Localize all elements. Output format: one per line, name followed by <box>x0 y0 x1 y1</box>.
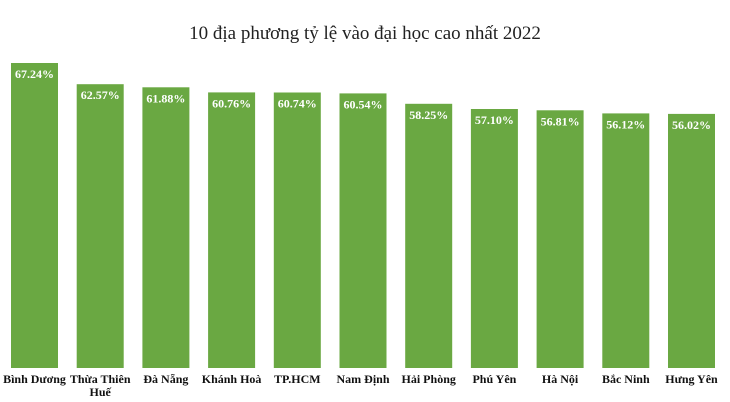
x-axis-label: Hà Nội <box>542 372 579 386</box>
x-axis-label: Bình Dương <box>3 372 66 386</box>
bar <box>668 113 715 369</box>
x-axis-label: Hải Phòng <box>402 372 456 386</box>
x-axis-label: TP.HCM <box>274 372 321 386</box>
x-axis-label: Thừa Thiên <box>70 372 131 386</box>
x-axis-label: Nam Định <box>336 372 389 386</box>
data-label: 57.10% <box>475 113 514 127</box>
data-label: 56.81% <box>541 114 580 128</box>
chart-title: 10 địa phương tỷ lệ vào đại học cao nhất… <box>189 23 541 44</box>
data-label: 56.02% <box>672 118 711 132</box>
bar <box>273 92 321 368</box>
data-label: 56.12% <box>606 117 645 131</box>
bar <box>470 109 518 368</box>
x-axis-label: Đà Nẵng <box>143 372 188 386</box>
bar <box>405 103 453 369</box>
data-label: 60.54% <box>344 97 383 111</box>
x-axis-label: Huế <box>90 385 112 399</box>
x-axis-label: Bắc Ninh <box>602 372 650 386</box>
bar <box>208 92 256 369</box>
bar <box>11 63 58 368</box>
bar <box>602 113 650 369</box>
data-label: 61.88% <box>146 91 185 105</box>
bar <box>536 110 584 369</box>
x-axis-label: Hưng Yên <box>665 372 718 386</box>
bar <box>142 87 190 369</box>
x-axis-label: Phú Yên <box>472 372 516 386</box>
data-label: 60.76% <box>212 96 251 110</box>
bars-group <box>11 63 715 369</box>
data-label: 60.74% <box>278 97 317 111</box>
bar <box>339 93 387 369</box>
bar <box>76 84 124 368</box>
data-label: 67.24% <box>15 67 54 81</box>
x-axis-label: Khánh Hoà <box>202 372 262 386</box>
data-label: 62.57% <box>81 88 120 102</box>
data-labels-group: 67.24% 62.57% 61.88% 60.76% 60.74% 60.54% 58.2… <box>15 67 711 132</box>
data-label: 58.25% <box>409 108 448 122</box>
